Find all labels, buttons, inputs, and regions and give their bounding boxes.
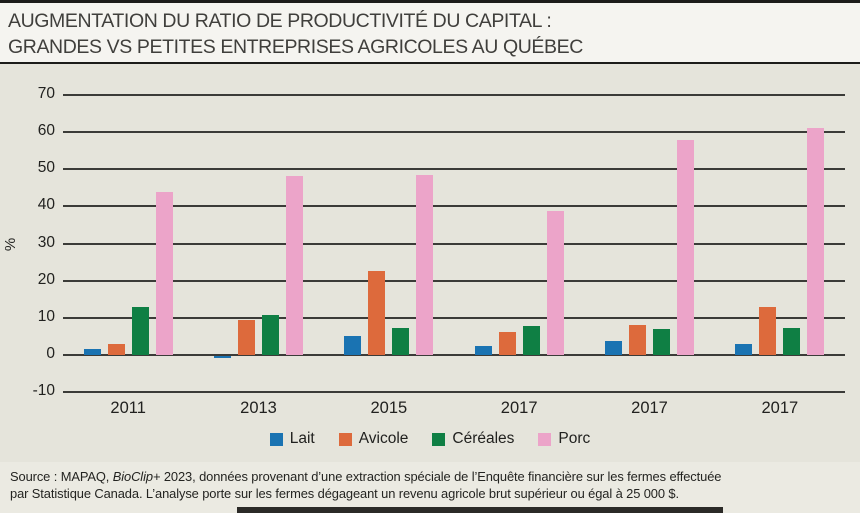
bar-avicole-2011-0 — [107, 343, 125, 355]
legend-label-avicole: Avicole — [358, 430, 409, 447]
bar-avicole-2017-4 — [629, 325, 646, 355]
y-tick-label-60: 60 — [37, 122, 55, 140]
gridline-40 — [63, 205, 845, 208]
bar-cereales-2017-5 — [783, 327, 801, 355]
y-tick-label-40: 40 — [37, 196, 55, 214]
legend-item-cereales: Céréales — [432, 430, 514, 448]
legend-swatch-avicole — [338, 432, 352, 446]
plot-area: % 70 60 50 40 30 20 10 0 -10 2011 2013 2015 2017 2017… — [0, 85, 860, 417]
legend-item-lait: Lait — [269, 430, 315, 448]
bar-cereales-2011-0 — [131, 306, 149, 355]
bar-avicole-2013-1 — [238, 320, 255, 355]
y-tick-label-50: 50 — [37, 159, 55, 177]
bar-porc-2017-3 — [546, 211, 564, 355]
source-note: Source : MAPAQ, BioClip+ 2023, données p… — [0, 462, 860, 513]
bottom-dark-strip — [237, 507, 723, 513]
legend-label-lait: Lait — [289, 430, 315, 447]
x-tick-label-1: 2013 — [240, 399, 277, 417]
gridline-50 — [63, 168, 845, 171]
figure-title-line2: GRANDES VS PETITES ENTREPRISES AGRICOLES… — [8, 36, 583, 58]
bar-lait-2017-4 — [605, 340, 622, 355]
bar-porc-2017-4 — [677, 139, 694, 355]
bar-porc-2017-5 — [807, 128, 825, 355]
figure-title: AUGMENTATION DU RATIO DE PRODUCTIVITÉ DU… — [0, 0, 860, 64]
gridline-0 — [63, 353, 845, 356]
bar-cereales-2017-4 — [653, 328, 670, 355]
source-line1: Source : MAPAQ, BioClip+ 2023, données p… — [10, 469, 850, 486]
bar-porc-2015-2 — [416, 174, 434, 355]
gridline--10 — [63, 391, 845, 393]
legend-swatch-lait — [269, 432, 283, 446]
figure-title-line1: AUGMENTATION DU RATIO DE PRODUCTIVITÉ DU… — [8, 10, 552, 32]
source-publication: BioClip+ — [112, 469, 161, 484]
legend-label-cereales: Céréales — [452, 430, 515, 447]
y-tick-label-30: 30 — [37, 233, 55, 251]
bar-porc-2011-0 — [155, 191, 173, 355]
bar-avicole-2015-2 — [368, 271, 386, 355]
bar-porc-2013-1 — [286, 175, 303, 355]
x-tick-label-2: 2015 — [370, 399, 408, 417]
gridline-30 — [63, 242, 845, 245]
legend-label-porc: Porc — [558, 430, 591, 447]
bar-avicole-2017-3 — [498, 331, 516, 355]
bar-lait-2017-5 — [735, 343, 753, 355]
legend: Lait Avicole Céréales Porc — [0, 430, 860, 448]
legend-item-porc: Porc — [538, 430, 590, 448]
x-tick-label-3: 2017 — [500, 399, 538, 417]
bar-cereales-2013-1 — [262, 314, 279, 355]
y-tick-label-70: 70 — [37, 85, 55, 102]
gridline-20 — [63, 279, 845, 282]
bar-lait-2013-1 — [214, 355, 231, 359]
x-tick-label-0: 2011 — [110, 399, 146, 417]
x-tick-label-4: 2017 — [631, 399, 668, 417]
bar-avicole-2017-5 — [759, 306, 777, 355]
gridline-10 — [63, 316, 845, 319]
source-line1-rest: 2023, données provenant d’une extraction… — [160, 469, 722, 484]
y-tick-label-10: 10 — [37, 307, 55, 325]
legend-item-avicole: Avicole — [338, 430, 409, 448]
bar-cereales-2015-2 — [392, 328, 410, 355]
gridline-60 — [63, 131, 845, 134]
y-tick-label-20: 20 — [37, 270, 55, 288]
y-tick-label--10: -10 — [32, 382, 55, 399]
y-tick-label-0: 0 — [46, 344, 55, 362]
legend-swatch-cereales — [432, 432, 446, 446]
bar-cereales-2017-3 — [522, 325, 540, 355]
chart-panel: % 70 60 50 40 30 20 10 0 -10 2011 2013 2015 2017 2017… — [0, 64, 860, 462]
source-line2: par Statistique Canada. L’analyse porte … — [10, 485, 679, 501]
gridline-70 — [63, 94, 845, 96]
legend-swatch-porc — [538, 432, 552, 446]
bar-lait-2017-3 — [474, 346, 492, 355]
bar-lait-2015-2 — [344, 336, 362, 355]
x-tick-label-5: 2017 — [761, 399, 799, 417]
bar-lait-2011-0 — [83, 348, 101, 355]
source-prefix: Source : MAPAQ, — [10, 469, 113, 484]
